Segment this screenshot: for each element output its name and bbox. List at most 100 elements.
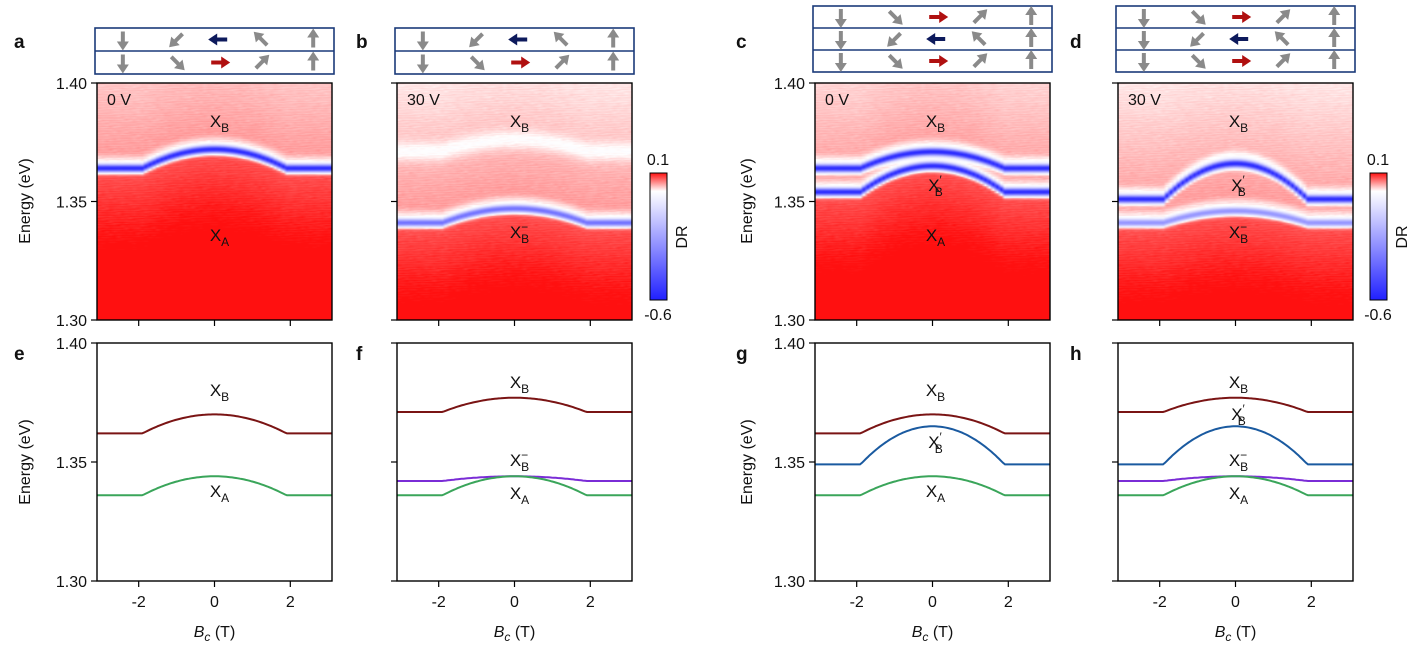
series-line-f-xa-2 xyxy=(397,475,632,497)
spin-arrow-d-2-1-head xyxy=(1195,58,1206,69)
y-tick-label-g-0: 1.30 xyxy=(774,574,805,591)
label-xbminus-b-base: X xyxy=(510,223,521,242)
spin-arrow-c-1-3-head xyxy=(971,31,983,42)
spin-arrow-a-1-1-shaft xyxy=(169,55,181,67)
line-e-frame xyxy=(96,342,333,582)
spin-arrow-a-0-4 xyxy=(307,28,320,48)
spin-arrow-b-0-0-head xyxy=(416,41,429,51)
spin-arrow-a-0-2 xyxy=(208,33,228,46)
x-axis-label-h-var: B xyxy=(1215,624,1226,641)
line-g-frame xyxy=(814,342,1051,582)
heatmap-a-canvas xyxy=(97,83,332,320)
spin-arrow-c-1-2-head xyxy=(926,33,936,45)
label-xa-f: XA xyxy=(510,484,529,507)
spin-arrow-d-2-4 xyxy=(1328,50,1341,69)
y-tick-label-e-2: 1.40 xyxy=(56,336,87,353)
spin-arrow-c-0-4-head xyxy=(1025,6,1038,15)
label-xbprime-d: X′ B xyxy=(1231,173,1246,199)
y-tick-label-e-0: 1.30 xyxy=(56,574,87,591)
spin-arrow-d-0-1-shaft xyxy=(1190,9,1202,21)
label-xb-f: XB xyxy=(510,373,529,396)
label-xbminus-b: X− B xyxy=(510,220,529,246)
spin-arrow-b-0-1-shaft xyxy=(473,32,484,44)
spin-arrow-d-0-2 xyxy=(1232,11,1252,23)
spin-arrow-d-1-4 xyxy=(1328,28,1341,47)
panel-label-f: f xyxy=(356,344,363,365)
spin-arrow-d-0-3-head xyxy=(1279,9,1291,20)
x-tick-label-h--2: -2 xyxy=(1153,594,1167,611)
series-line-e-xb-0 xyxy=(97,413,332,435)
label-xa-h: XA xyxy=(1229,484,1248,507)
spin-arrow-c-1-4 xyxy=(1025,28,1038,47)
colorbar-b-label: DR xyxy=(674,225,691,248)
spin-arrow-b-1-3-head xyxy=(558,54,570,66)
y-tick-label-c-0: 1.30 xyxy=(774,313,805,330)
heatmap-d-canvas xyxy=(1118,83,1353,320)
colorbar-b-min: -0.6 xyxy=(644,307,672,324)
spin-arrow-c-2-2-head xyxy=(939,55,949,67)
spin-arrow-b-1-4-head xyxy=(607,51,620,61)
spin-arrow-a-0-3 xyxy=(253,31,269,47)
spin-arrow-b-0-0 xyxy=(416,31,429,51)
x-axis-label-h-sub: c xyxy=(1225,630,1231,644)
spin-arrow-a-1-0-head xyxy=(116,64,129,74)
spin-arrow-c-1-1 xyxy=(887,31,902,47)
colorbar-b-max: 0.1 xyxy=(647,152,669,169)
label-xbprime-d-base: X xyxy=(1231,176,1242,195)
x-tick-label-g--2: -2 xyxy=(850,594,864,611)
label-xb-h-sub: B xyxy=(1240,382,1248,396)
panel-label-h: h xyxy=(1070,344,1082,365)
label-xb-f-sub: B xyxy=(521,382,529,396)
label-xb-g: XB xyxy=(926,381,945,404)
series-line-h-xa-3 xyxy=(1118,475,1353,497)
x-tick-label-h-0: 0 xyxy=(1231,594,1240,611)
spin-arrow-a-1-3 xyxy=(254,54,270,70)
x-axis-label-g: Bc (T) xyxy=(912,624,954,644)
spin-arrow-c-0-2-head xyxy=(939,11,949,23)
spin-arrow-a-1-2-head xyxy=(221,56,231,69)
label-xbminus-d-sup: − xyxy=(1240,220,1247,234)
label-xa-a-sub: A xyxy=(221,235,229,249)
spin-arrow-c-0-4 xyxy=(1025,6,1038,25)
series-line-g-xb-0 xyxy=(815,413,1050,435)
label-xbprime-c: X′ B xyxy=(928,173,943,199)
spin-arrow-d-0-3 xyxy=(1275,9,1291,25)
x-axis-label-f: Bc (T) xyxy=(494,624,536,644)
spin-arrow-d-1-3-shaft xyxy=(1278,35,1290,47)
series-line-g-xa-2 xyxy=(815,475,1050,497)
spin-arrow-d-1-1-head xyxy=(1190,36,1201,47)
spin-arrow-a-1-1 xyxy=(169,55,185,71)
spin-arrow-d-1-3-head xyxy=(1274,31,1286,42)
y-axis-label-g: Energy (eV) xyxy=(739,419,756,504)
spin-arrow-d-1-1 xyxy=(1190,31,1205,47)
spin-arrow-c-1-1-head xyxy=(887,36,898,47)
x-axis-label-f-unit: (T) xyxy=(510,624,535,641)
label-xbminus-f-sup: − xyxy=(521,448,528,462)
spin-arrow-c-2-3 xyxy=(972,53,988,69)
x-axis-label-e-unit: (T) xyxy=(210,624,235,641)
label-xa-g-base: X xyxy=(926,482,937,501)
y-tick-label-e-1: 1.35 xyxy=(56,455,87,472)
spin-arrow-a-0-1-shaft xyxy=(173,32,184,44)
spin-arrow-c-0-3-shaft xyxy=(972,13,984,25)
heatmap-d-plot xyxy=(1118,83,1353,320)
panel-label-g: g xyxy=(736,344,748,365)
spin-schematic-c xyxy=(812,5,1053,73)
label-xbprime-c-sub: B xyxy=(935,185,943,199)
x-tick-label-g-2: 2 xyxy=(1004,594,1013,611)
label-xbminus-d: X− B xyxy=(1229,220,1248,246)
colorbar-b xyxy=(649,172,668,301)
spin-arrow-b-0-1-head xyxy=(469,36,480,48)
spin-arrow-c-0-3-head xyxy=(976,9,988,20)
label-xb-g-base: X xyxy=(926,381,937,400)
x-axis-label-f-var: B xyxy=(494,624,505,641)
spin-arrow-d-1-0-head xyxy=(1137,41,1150,50)
x-tick-label-e-0: 0 xyxy=(210,594,219,611)
label-xbprime-h: X′ B xyxy=(1231,402,1246,428)
y-tick-label-a-0: 1.30 xyxy=(56,313,87,330)
spin-schematic-a xyxy=(94,27,335,75)
label-xbprime-h-sup: ′ xyxy=(1243,402,1246,416)
label-xbminus-f-base: X xyxy=(510,451,521,470)
spin-arrow-c-0-0 xyxy=(834,9,847,28)
spin-arrow-d-0-0-head xyxy=(1137,19,1150,28)
